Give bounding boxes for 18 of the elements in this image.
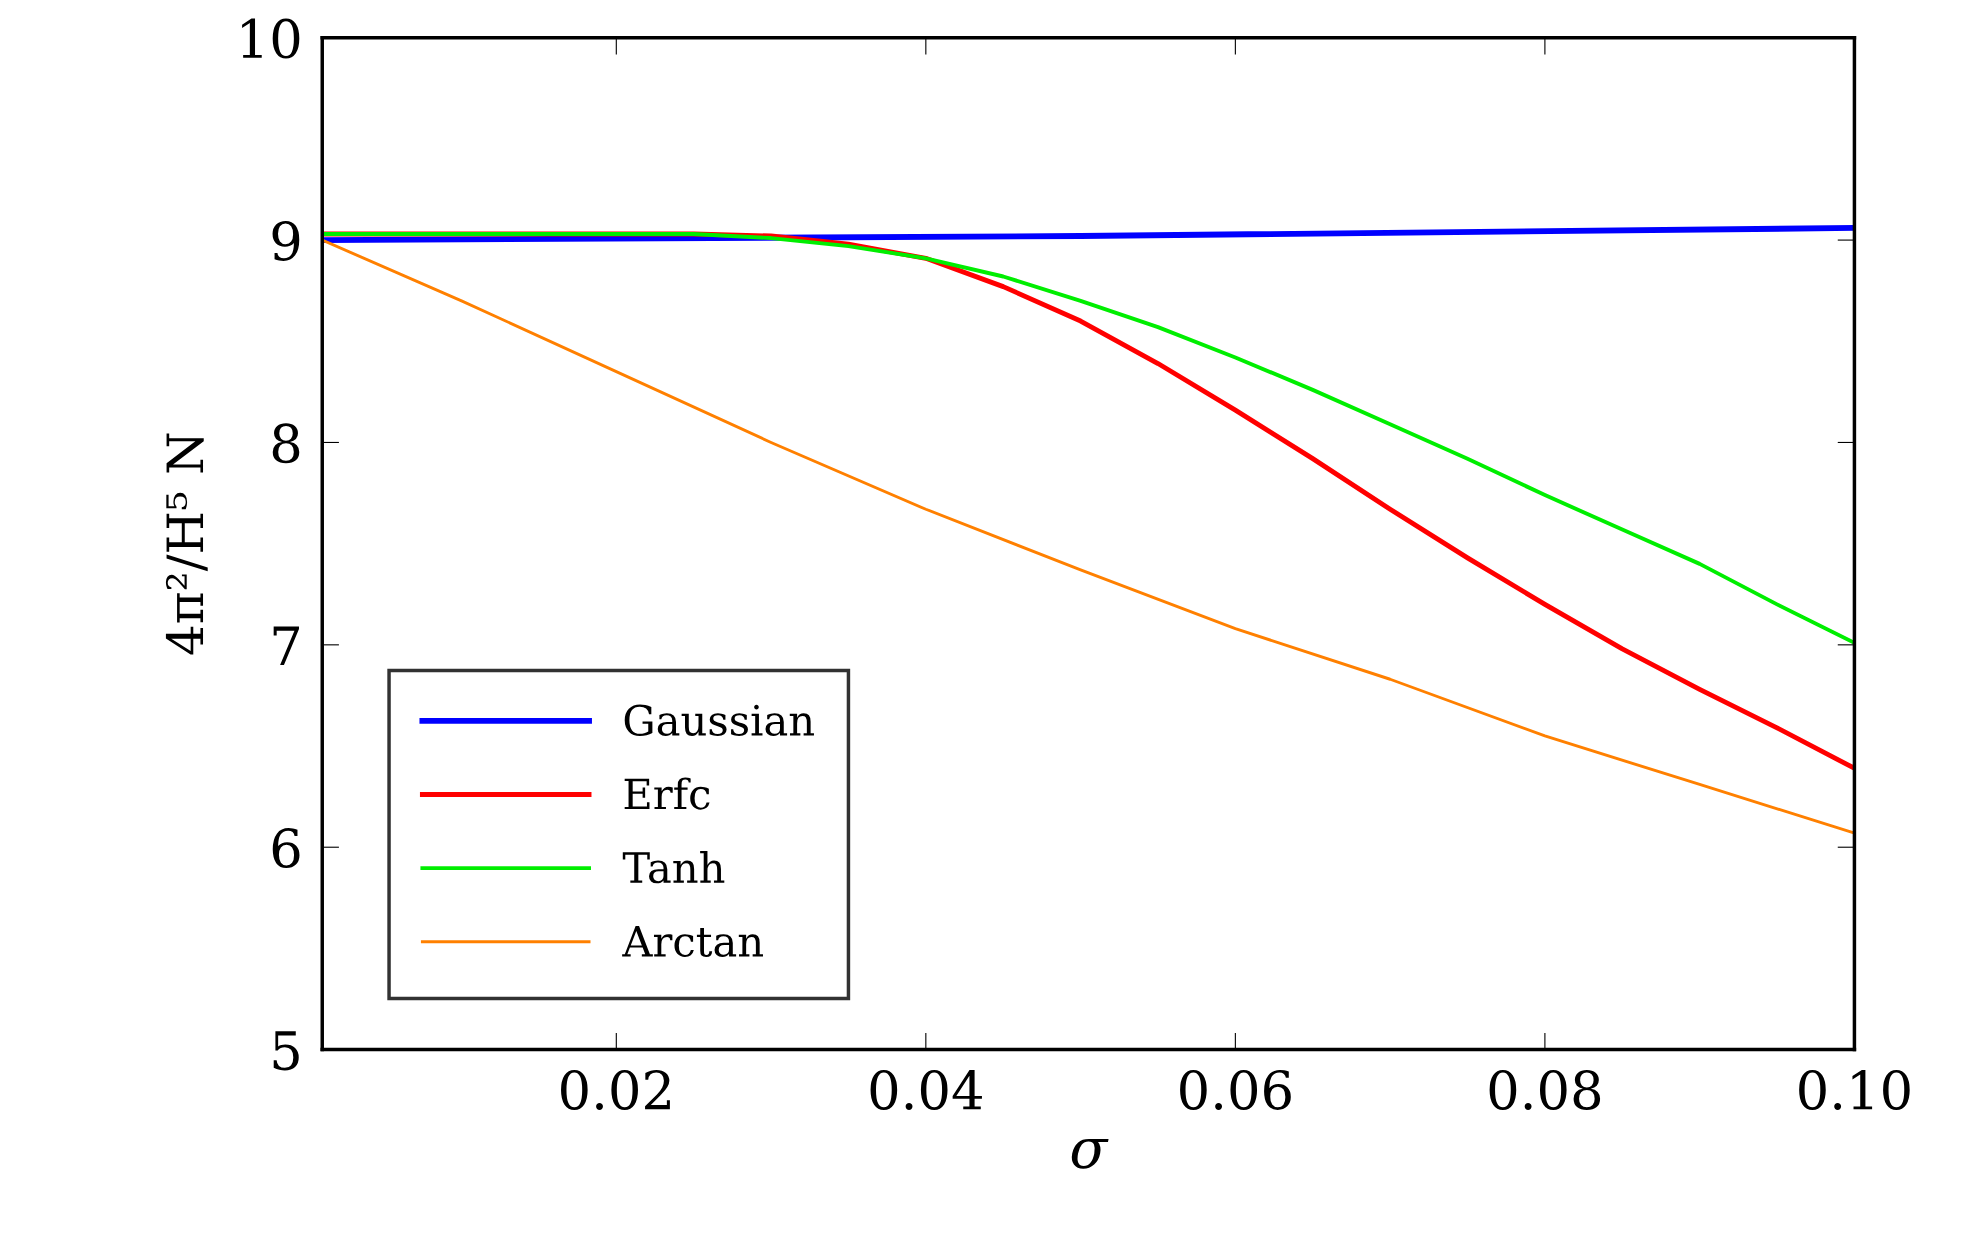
y-axis-title: 4π²/H⁵ N — [165, 433, 208, 655]
x-tick-label: 0.10 — [1799, 1069, 1910, 1110]
x-tick-label: 0.02 — [561, 1069, 670, 1110]
y-tick-label: 6 — [272, 828, 300, 869]
legend-label: Gaussian — [624, 704, 814, 737]
line-series — [322, 232, 1855, 645]
x-tick-label: 0.04 — [870, 1069, 982, 1110]
y-tick-label: 7 — [273, 626, 299, 665]
y-tick-label: 8 — [272, 423, 300, 464]
legend-label: Arctan — [622, 926, 763, 957]
x-tick-label: 0.08 — [1489, 1069, 1601, 1110]
legend-label: Tanh — [622, 851, 725, 884]
y-tick-label: 9 — [272, 220, 300, 261]
x-tick-label: 0.06 — [1180, 1069, 1291, 1110]
legend-label: Erfc — [624, 777, 710, 810]
y-tick-label: 10 — [242, 18, 300, 59]
y-tick-label: 5 — [273, 1031, 299, 1071]
x-axis-title: σ — [1071, 1139, 1109, 1169]
